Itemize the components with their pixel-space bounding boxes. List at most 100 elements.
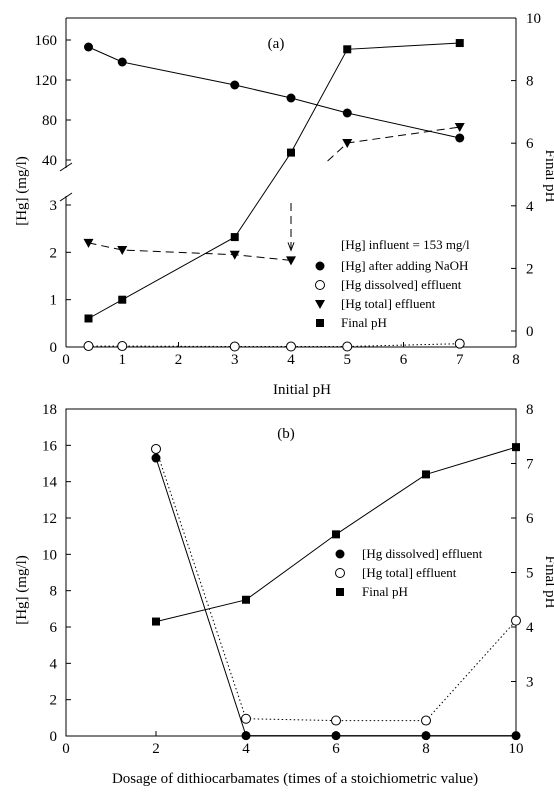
panel-b-y-left-tick-label: 8 [50, 584, 58, 600]
panel-a-axis-break-mark-upper [59, 162, 73, 172]
panel-b-data-point [332, 530, 340, 539]
panel-b-y-left-label: [Hg] (mg/l) [14, 555, 30, 625]
panel-a-data-point [455, 133, 465, 143]
panel-b-y-right-tick-label: 3 [526, 675, 534, 691]
panel-a-y-left-tick-label: 40 [42, 153, 57, 169]
panel-a-data-point [84, 314, 93, 323]
panel-a-y-left-tick-label: 80 [42, 113, 57, 129]
panel-a-y-left-ticks: 0 1 2 3 40 80 120 160 [35, 33, 71, 356]
panel-a-legend: [Hg] after adding NaOH [Hg dissolved] eff… [315, 258, 468, 330]
panel-b-data-point [331, 731, 341, 741]
panel-b-x-tick-label: 0 [62, 741, 70, 757]
panel-a-x-tick-label: 6 [400, 352, 408, 368]
panel-b-y-right-tick-label: 7 [526, 457, 534, 473]
panel-a-x-tick-label: 2 [175, 352, 183, 368]
panel-b-legend: [Hg dissolved] effluent [Hg total] efflue… [335, 546, 483, 599]
panel-a-label: (a) [268, 36, 285, 52]
panel-a-y-right-tick-label: 2 [526, 261, 534, 277]
panel-a-axis-break-mark-lower [59, 192, 73, 202]
panel-b-label: (b) [277, 426, 295, 442]
panel-a-series-line-0 [88, 46, 460, 139]
panel-a-annotation: [Hg] influent = 153 mg/l [341, 237, 470, 252]
panel-b: 0 2 4 6 8 10 0 2 4 6 8 10 12 14 16 18 3 4 5 6 7 8 [Hg disso… [14, 402, 554, 787]
panel-a-x-tick-label: 4 [287, 352, 295, 368]
panel-b-data-point [152, 617, 160, 626]
panel-a-y-right-ticks: 0 2 4 6 8 10 [511, 11, 541, 340]
panel-b-x-tick-label: 4 [242, 741, 250, 757]
panel-a-y-right-tick-label: 4 [526, 199, 534, 215]
panel-a-x-tick-label: 7 [456, 352, 464, 368]
panel-a-y-left-tick-label: 2 [50, 245, 58, 261]
panel-a-data-point [117, 245, 128, 255]
panel-a-data-point [229, 250, 240, 260]
panel-b-y-left-tick-label: 2 [50, 693, 58, 709]
panel-a-y-left-label: [Hg] (mg/l) [14, 156, 30, 226]
panel-a-legend-label: Final pH [341, 315, 387, 330]
panel-b-legend-marker [335, 568, 345, 578]
panel-a-data-point [83, 341, 94, 352]
panel-b-legend-marker [335, 549, 345, 559]
panel-b-data-point [151, 453, 161, 463]
panel-b-y-left-ticks: 0 2 4 6 8 10 12 14 16 18 [42, 402, 71, 745]
panel-a: 0 1 2 3 4 5 6 7 8 0 1 2 3 40 80 120 160 0 2 4 6 8 10 [Hg] af… [14, 11, 554, 398]
panel-b-y-right-tick-label: 8 [526, 402, 534, 418]
panel-b-x-tick-label: 10 [509, 741, 524, 757]
panel-a-series [83, 39, 465, 352]
panel-b-x-axis-label: Dosage of dithiocarbamates (times of a s… [112, 771, 478, 787]
panel-a-legend-marker [315, 300, 325, 309]
panel-b-data-point [331, 715, 341, 726]
panel-a-x-tick-label: 1 [119, 352, 127, 368]
panel-b-y-left-tick-label: 16 [42, 438, 58, 454]
panel-a-data-point [83, 238, 94, 248]
panel-a-legend-label: [Hg] after adding NaOH [341, 258, 468, 273]
panel-a-x-tick-label: 3 [231, 352, 239, 368]
panel-a-series-line-3 [88, 42, 460, 319]
panel-a-data-point [286, 93, 296, 103]
panel-a-y-right-tick-label: 6 [526, 136, 534, 152]
panel-a-data-point [230, 233, 239, 242]
panel-a-y-left-tick-label: 160 [35, 33, 58, 49]
panel-a-data-point [117, 341, 128, 352]
panel-b-x-tick-label: 2 [152, 741, 160, 757]
panel-a-data-point [118, 295, 127, 304]
panel-a-data-point [454, 338, 465, 349]
panel-b-y-left-tick-label: 12 [42, 511, 57, 527]
panel-b-data-point [242, 595, 250, 604]
panel-b-data-point [241, 713, 251, 724]
panel-a-legend-marker [315, 280, 325, 290]
panel-a-data-point [230, 80, 240, 90]
panel-a-y-left-tick-label: 1 [50, 293, 58, 309]
panel-b-data-point [421, 715, 431, 726]
panel-b-data-point [421, 731, 431, 741]
panel-b-data-point [151, 443, 161, 454]
panel-b-series-line-0 [155, 457, 516, 737]
panel-a-y-left-tick-label: 0 [50, 340, 58, 356]
panel-b-y-left-tick-label: 0 [50, 729, 58, 745]
panel-a-data-point [343, 45, 352, 54]
panel-a-x-tick-label: 0 [62, 352, 70, 368]
panel-a-arrow-head [287, 242, 295, 252]
panel-a-x-axis-label: Initial pH [273, 382, 331, 398]
panel-a-legend-marker [315, 261, 325, 271]
panel-b-legend-label: [Hg dissolved] effluent [362, 546, 483, 561]
panel-b-series-line-1 [155, 448, 517, 722]
panel-a-y-right-tick-label: 0 [526, 324, 534, 340]
panel-b-y-left-tick-label: 14 [42, 475, 58, 491]
panel-a-data-point [84, 42, 93, 52]
panel-a-x-tick-label: 5 [344, 352, 352, 368]
panel-b-x-ticks: 0 2 4 6 8 10 [62, 731, 524, 757]
panel-a-data-point [342, 341, 353, 352]
panel-a-legend-marker [316, 319, 324, 327]
panel-b-x-tick-label: 8 [422, 741, 430, 757]
panel-a-data-point [286, 256, 296, 266]
panel-b-data-point [512, 443, 520, 452]
panel-b-y-right-ticks: 3 4 5 6 7 8 [511, 402, 534, 691]
panel-a-y-right-tick-label: 8 [526, 74, 534, 90]
panel-a-data-point [342, 139, 353, 148]
panel-b-y-left-tick-label: 4 [50, 656, 58, 672]
panel-a-x-tick-label: 8 [512, 352, 520, 368]
panel-a-legend-label: [Hg dissolved] effluent [341, 277, 462, 292]
panel-b-series [151, 443, 521, 741]
